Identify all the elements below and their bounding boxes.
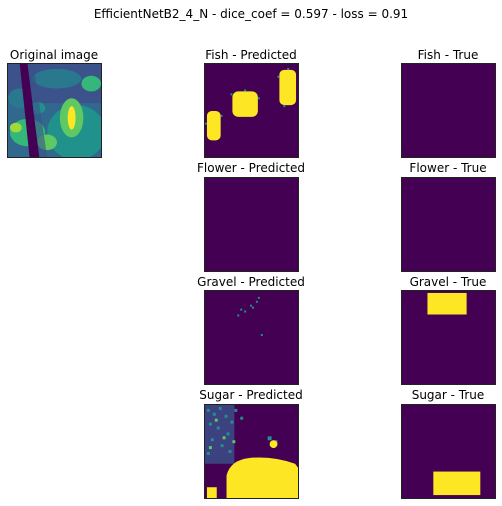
figure-suptitle: EfficientNetB2_4_N - dice_coef = 0.597 -… <box>93 7 409 21</box>
fish-predicted-graphic <box>205 64 298 157</box>
flower-true-mask <box>401 177 496 272</box>
gravel-predicted-mask <box>204 290 299 385</box>
original-image-graphic <box>8 64 101 157</box>
sugar-predicted-mask <box>204 404 299 499</box>
original-image <box>7 63 102 158</box>
flower-true-title: Flower - True <box>409 161 487 175</box>
sugar-true-graphic <box>402 405 495 498</box>
fish-predicted-title: Fish - Predicted <box>205 48 297 62</box>
sugar-true-title: Sugar - True <box>411 388 485 402</box>
gravel-true-graphic <box>402 291 495 384</box>
sugar-true-mask <box>401 404 496 499</box>
flower-predicted-title: Flower - Predicted <box>197 161 305 175</box>
fish-predicted-mask <box>204 63 299 158</box>
gravel-true-title: Gravel - True <box>409 275 487 289</box>
fish-true-mask <box>401 63 496 158</box>
gravel-predicted-graphic <box>205 291 298 384</box>
sugar-predicted-title: Sugar - Predicted <box>199 388 303 402</box>
original-image-title: Original image <box>9 48 99 62</box>
gravel-predicted-title: Gravel - Predicted <box>197 275 305 289</box>
sugar-predicted-graphic <box>205 405 298 498</box>
flower-predicted-mask <box>204 177 299 272</box>
gravel-true-mask <box>401 290 496 385</box>
fish-true-title: Fish - True <box>417 48 479 62</box>
